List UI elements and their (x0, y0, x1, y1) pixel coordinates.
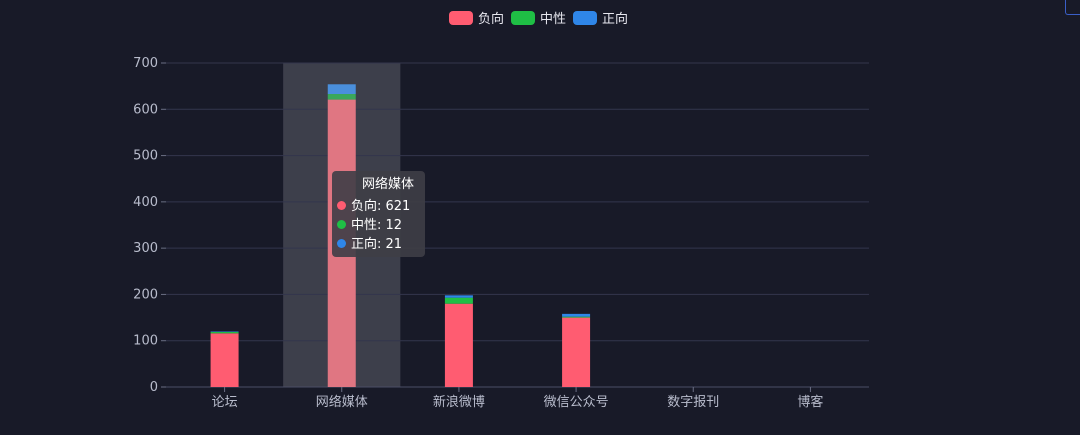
tooltip-row-negative: 负向: 621 (337, 197, 425, 216)
legend-label: 负向 (478, 11, 504, 27)
bar-segment (562, 318, 590, 387)
bar-segment (211, 331, 239, 332)
bar-segment (445, 295, 473, 297)
bar-segment (562, 314, 590, 317)
chart-tooltip: 网络媒体 负向: 621 中性: 12 正向: 21 (332, 171, 425, 257)
legend-label: 中性 (540, 12, 566, 27)
tooltip-value-positive: 正向: 21 (351, 237, 402, 252)
x-tick-label: 博客 (797, 394, 823, 410)
tooltip-value-negative: 负向: 621 (351, 199, 410, 214)
legend-swatch (449, 11, 473, 25)
bar-segment (211, 333, 239, 387)
tooltip-value-neutral: 中性: 12 (351, 218, 402, 233)
x-tick-label: 新浪微博 (433, 394, 485, 410)
bar-segment (445, 304, 473, 387)
legend-label: 正向 (602, 11, 628, 27)
y-tick-label: 600 (133, 102, 158, 117)
bar-segment (562, 317, 590, 318)
y-tick-label: 0 (150, 380, 158, 395)
x-tick-label: 网络媒体 (316, 394, 368, 410)
x-tick-label: 微信公众号 (544, 395, 609, 410)
bar-segment (445, 298, 473, 304)
tooltip-title: 网络媒体 (337, 177, 425, 197)
y-tick-label: 700 (133, 56, 158, 71)
bar-segment (211, 332, 239, 333)
tooltip-dot-positive (337, 239, 346, 248)
y-tick-label: 500 (133, 149, 158, 164)
y-tick-label: 400 (133, 195, 158, 210)
tooltip-row-neutral: 中性: 12 (337, 216, 425, 235)
y-tick-label: 100 (133, 334, 158, 349)
bar-segment (328, 84, 356, 94)
y-tick-label: 300 (133, 241, 158, 256)
legend-swatch (511, 11, 535, 25)
x-tick-label: 数字报刊 (667, 395, 719, 410)
legend-swatch (573, 11, 597, 25)
corner-panel-edge (1065, 0, 1080, 15)
tooltip-dot-negative (337, 201, 346, 210)
tooltip-dot-neutral (337, 220, 346, 229)
x-tick-label: 论坛 (212, 395, 238, 410)
tooltip-row-positive: 正向: 21 (337, 235, 425, 254)
y-tick-label: 200 (133, 287, 158, 302)
bar-segment (328, 94, 356, 100)
